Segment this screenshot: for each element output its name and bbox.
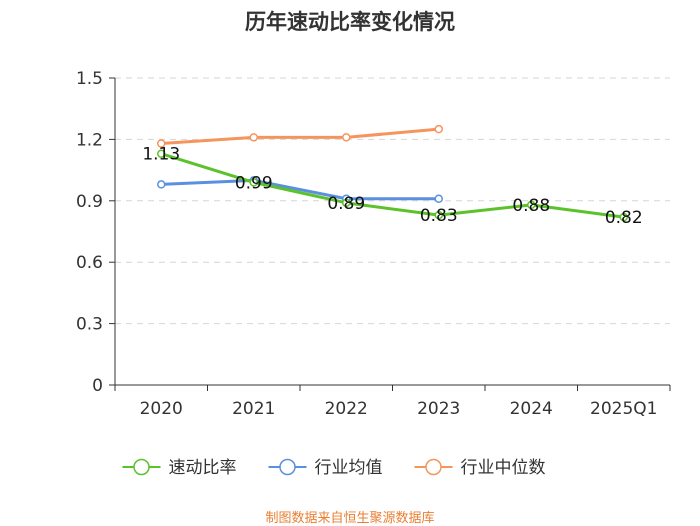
data-point <box>434 210 443 220</box>
legend-marker <box>425 458 442 476</box>
x-tick-label: 2024 <box>510 399 553 419</box>
data-label: 0.88 <box>512 196 550 216</box>
legend-label: 速动比率 <box>169 458 237 478</box>
legend-label: 行业均值 <box>315 458 383 478</box>
data-point <box>619 212 628 222</box>
data-point <box>434 124 443 134</box>
y-tick-label: 0.3 <box>76 315 103 335</box>
series-line <box>161 127 439 145</box>
series-lines <box>157 124 628 222</box>
legend-marker <box>133 458 150 476</box>
legend-item[interactable]: 行业均值 <box>268 458 383 478</box>
x-tick-label: 2020 <box>140 399 183 419</box>
source-note: 制图数据来自恒生聚源数据库 <box>265 511 435 526</box>
chart-title: 历年速动比率变化情况 <box>245 10 455 34</box>
data-point <box>157 139 166 148</box>
axes: 0 0.3 0.6 0.9 1.2 1.5 2020 2021 2022 2023 2024 2025… <box>76 69 671 419</box>
x-tick-label: 2023 <box>417 399 460 419</box>
data-label: 0.82 <box>605 208 643 228</box>
x-tick-label: 2025Q1 <box>590 399 657 419</box>
data-point <box>527 200 536 210</box>
legend-item[interactable]: 行业中位数 <box>414 458 546 478</box>
series-line <box>160 152 624 219</box>
data-label: 0.83 <box>420 206 458 226</box>
series-line <box>161 178 439 201</box>
legend[interactable]: 速动比率 行业均值 行业中位数 <box>122 458 546 478</box>
y-tick-label: 0.9 <box>76 192 103 212</box>
data-point <box>157 180 166 189</box>
legend-marker <box>279 458 296 476</box>
x-tick-label: 2021 <box>232 399 275 419</box>
data-point <box>249 133 258 142</box>
data-labels: 1.13 0.99 0.89 0.83 0.88 0.82 <box>142 145 642 228</box>
legend-label: 行业中位数 <box>461 458 546 478</box>
data-label: 1.13 <box>142 145 180 165</box>
y-tick-label: 0.6 <box>76 253 103 273</box>
data-point <box>342 133 351 142</box>
data-point <box>249 178 258 187</box>
data-label: 0.89 <box>327 194 365 214</box>
y-tick-label: 1.5 <box>76 69 103 89</box>
x-tick-label: 2022 <box>325 399 368 419</box>
y-tick-label: 0 <box>92 376 103 396</box>
data-point <box>434 194 443 204</box>
legend-item[interactable]: 速动比率 <box>122 458 237 478</box>
data-label: 0.99 <box>235 173 273 193</box>
data-point <box>342 198 351 208</box>
data-point <box>157 149 166 158</box>
grid-lines <box>115 77 670 325</box>
y-tick-label: 1.2 <box>76 130 103 150</box>
